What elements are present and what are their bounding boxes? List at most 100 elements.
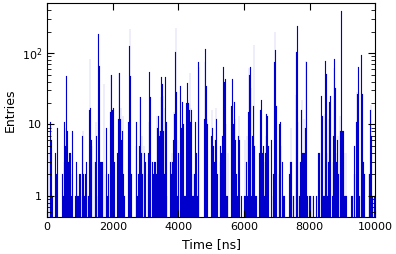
Bar — [148, 153, 149, 254]
Bar — [237, 196, 238, 254]
Bar — [341, 11, 342, 254]
Bar — [344, 153, 345, 254]
Bar — [217, 174, 218, 254]
Bar — [372, 196, 373, 254]
Bar — [248, 112, 249, 254]
Bar — [190, 121, 191, 254]
Bar — [145, 162, 146, 254]
Bar — [204, 119, 205, 254]
Bar — [112, 110, 113, 254]
Bar — [215, 140, 216, 254]
Bar — [114, 162, 115, 254]
Bar — [78, 196, 79, 254]
Bar — [196, 153, 197, 254]
Bar — [259, 153, 260, 254]
Bar — [307, 196, 308, 254]
Bar — [324, 196, 325, 254]
Y-axis label: Entries: Entries — [3, 89, 16, 132]
Bar — [332, 196, 333, 254]
Bar — [309, 196, 310, 254]
Bar — [95, 162, 96, 254]
Bar — [326, 74, 327, 254]
Bar — [284, 196, 285, 254]
Bar — [267, 116, 268, 254]
Bar — [163, 131, 164, 254]
Bar — [298, 121, 299, 254]
Bar — [206, 86, 207, 254]
Bar — [297, 26, 298, 254]
Bar — [370, 110, 371, 254]
Bar — [174, 114, 175, 254]
Bar — [198, 62, 199, 254]
Bar — [139, 146, 140, 254]
Bar — [263, 146, 264, 254]
Bar — [335, 88, 336, 254]
Bar — [67, 131, 68, 254]
Bar — [227, 196, 228, 254]
Bar — [161, 77, 162, 254]
Bar — [51, 140, 52, 254]
Bar — [290, 162, 291, 254]
Bar — [283, 196, 284, 254]
Bar — [171, 174, 172, 254]
Bar — [275, 33, 276, 254]
Bar — [47, 174, 48, 254]
Bar — [274, 62, 275, 254]
Bar — [345, 196, 346, 254]
Bar — [181, 128, 182, 254]
Bar — [69, 153, 70, 254]
Bar — [330, 96, 331, 254]
Bar — [164, 174, 165, 254]
Bar — [121, 140, 122, 254]
Bar — [300, 196, 301, 254]
Bar — [266, 114, 267, 254]
Bar — [362, 94, 363, 254]
Bar — [80, 174, 81, 254]
Bar — [328, 162, 329, 254]
Bar — [178, 153, 179, 254]
Bar — [101, 162, 102, 254]
Bar — [159, 136, 160, 254]
Bar — [192, 196, 193, 254]
Bar — [337, 140, 338, 254]
Bar — [264, 196, 265, 254]
Bar — [224, 82, 225, 254]
Bar — [128, 121, 129, 254]
Bar — [212, 110, 213, 254]
Bar — [96, 136, 97, 254]
Bar — [188, 103, 189, 254]
Bar — [137, 196, 138, 254]
Bar — [216, 119, 217, 254]
Bar — [156, 174, 157, 254]
Bar — [149, 121, 150, 254]
Bar — [194, 174, 195, 254]
Bar — [238, 136, 239, 254]
Bar — [183, 124, 184, 254]
Bar — [247, 196, 248, 254]
Bar — [250, 68, 251, 254]
Bar — [245, 196, 246, 254]
Bar — [255, 196, 256, 254]
Bar — [57, 128, 58, 254]
Bar — [154, 162, 155, 254]
Bar — [265, 153, 266, 254]
Bar — [155, 162, 156, 254]
Bar — [187, 83, 188, 254]
Bar — [213, 146, 214, 254]
Bar — [55, 153, 56, 254]
Bar — [119, 73, 120, 254]
Bar — [334, 69, 335, 254]
Bar — [357, 91, 358, 254]
Bar — [291, 162, 292, 254]
Bar — [83, 174, 84, 254]
Bar — [191, 108, 192, 254]
Bar — [211, 136, 212, 254]
Bar — [72, 131, 73, 254]
X-axis label: Time [ns]: Time [ns] — [182, 238, 241, 251]
Bar — [306, 62, 307, 254]
Bar — [71, 196, 72, 254]
Bar — [246, 162, 247, 254]
Bar — [75, 196, 76, 254]
Bar — [197, 196, 198, 254]
Bar — [144, 153, 145, 254]
